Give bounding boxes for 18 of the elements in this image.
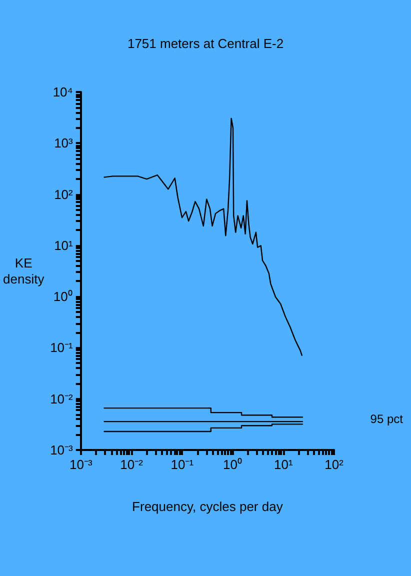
x-tick-label: 10¹ — [274, 457, 294, 472]
y-tick-label: 10⁴ — [52, 84, 73, 100]
y-tick-label: 10⁻¹ — [50, 340, 74, 356]
y-tick-label: 10² — [54, 186, 74, 202]
x-axis-title: Frequency, cycles per day — [132, 499, 284, 514]
y-axis-title: KE density — [2, 256, 45, 286]
y-tick-label: 10⁻² — [50, 391, 74, 406]
y-tick-label: 10¹ — [54, 238, 74, 253]
x-tick-label: 10⁻² — [120, 457, 144, 472]
y-tick-label: 10³ — [54, 136, 74, 151]
text: 95 pct — [370, 412, 404, 426]
x-tick-label: 10⁻¹ — [170, 457, 194, 472]
y-tick-label: 10⁰ — [53, 289, 73, 304]
y-tick-label: 10⁻³ — [50, 442, 74, 458]
chart-title: 1751 meters at Central E-2 — [127, 36, 284, 51]
x-tick-label: 10² — [324, 457, 344, 472]
x-tick-label: 10⁻³ — [69, 457, 93, 472]
x-tick-label: 10⁰ — [223, 457, 242, 472]
